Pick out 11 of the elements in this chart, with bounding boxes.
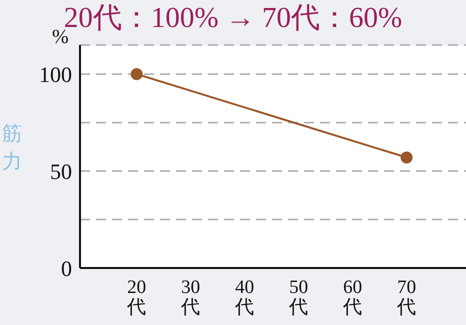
y-tick-label: 50 (50, 158, 72, 184)
x-tick-label: 20代 (126, 277, 146, 318)
x-tick-label: 60代 (342, 277, 362, 318)
x-tick-label: 50代 (288, 277, 308, 318)
text: % (52, 26, 69, 49)
y-tick-label: 0 (61, 256, 72, 281)
y-axis-title: 筋力 (2, 122, 22, 175)
x-tick-label: 70代 (396, 277, 416, 318)
x-tick-label: 40代 (234, 277, 254, 318)
y-tick-label: 100 (39, 62, 72, 87)
x-tick-label: 30代 (180, 277, 200, 318)
